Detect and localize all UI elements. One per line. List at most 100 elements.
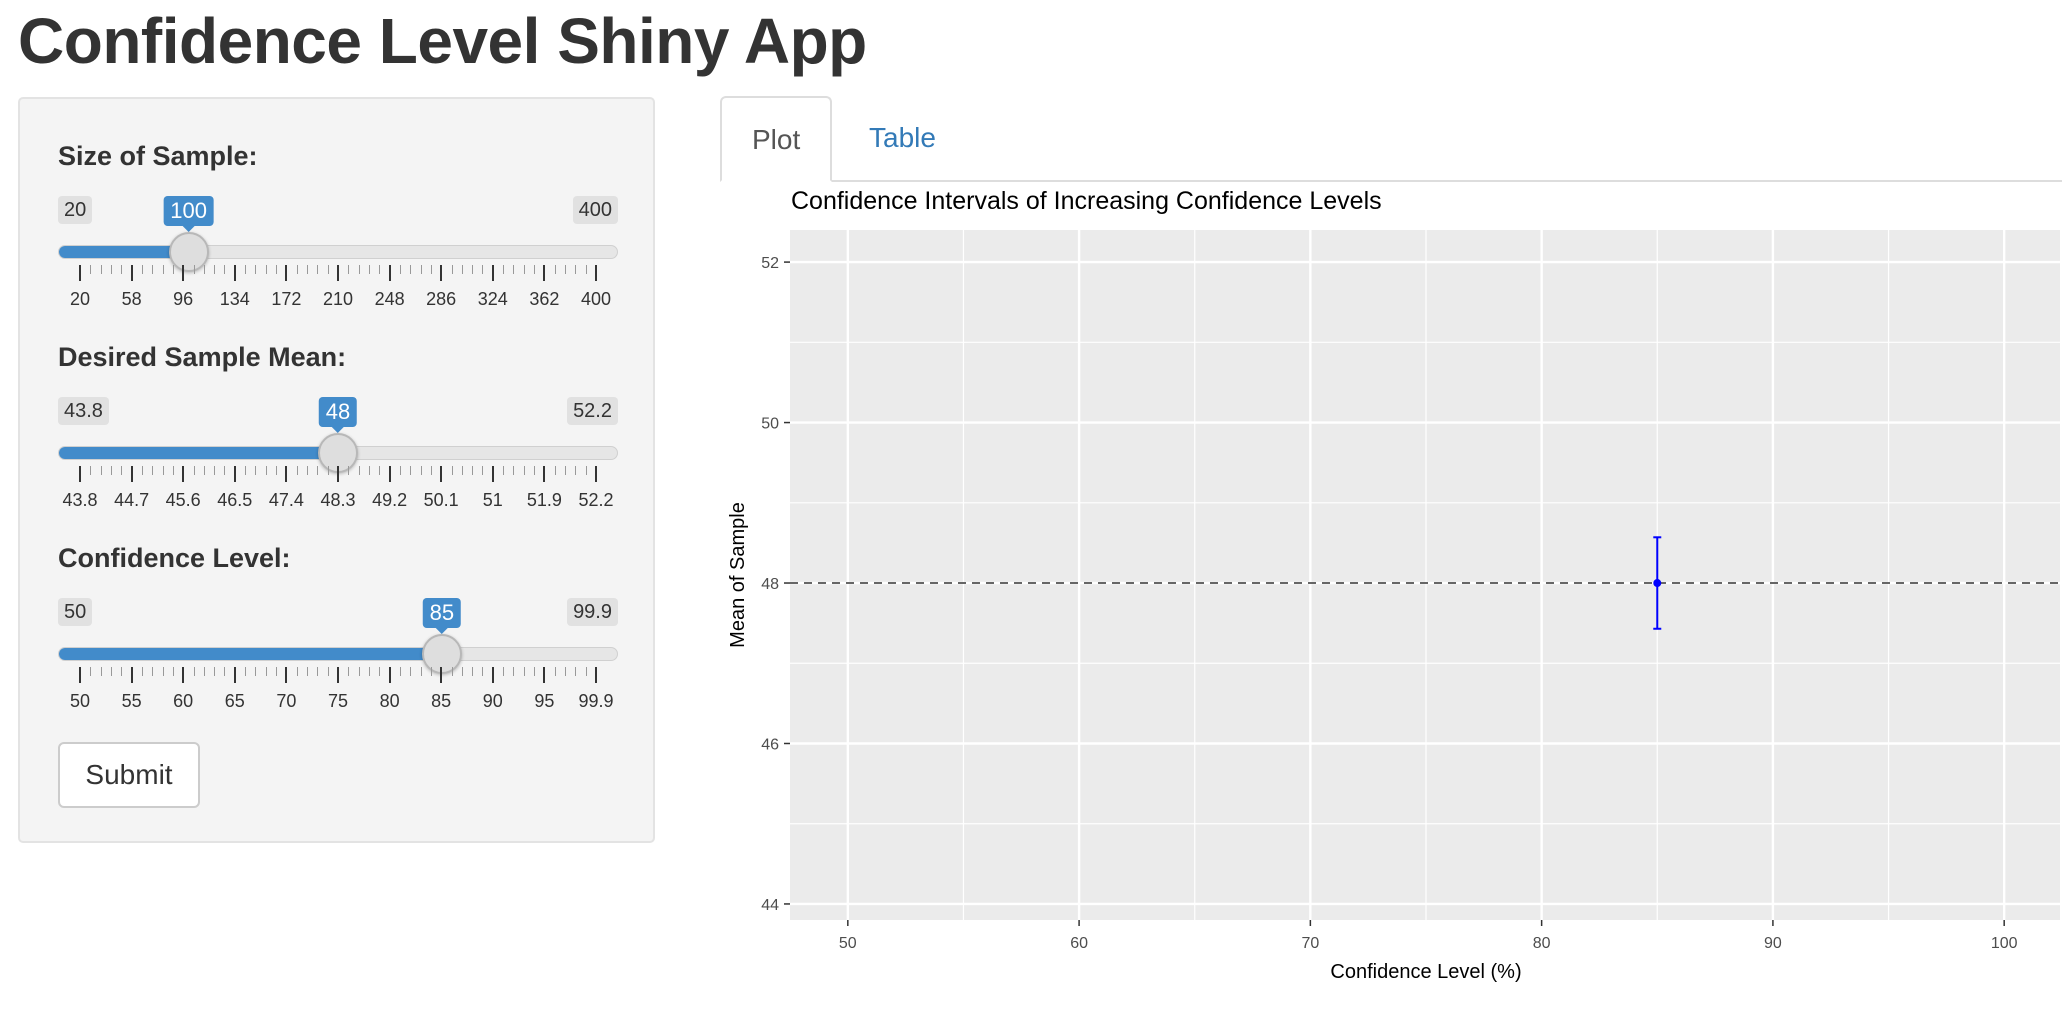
sample-size-slider[interactable]: Size of Sample: 20 400 100 20 58 96 134 172 210 2… [58,141,618,331]
slider-tick [285,466,288,482]
slider-fill [59,246,190,258]
tab-plot[interactable]: Plot [720,96,833,182]
slider-minor-tick [461,667,463,676]
sample-mean-slider[interactable]: Desired Sample Mean: 43.8 52.2 48 43.8 44.7 4… [58,342,618,532]
slider-minor-tick [110,265,112,274]
slider-tick-label: 52.2 [578,490,614,510]
slider-minor-tick [420,667,422,676]
slider-tick [233,265,236,281]
slider-tick [543,466,546,482]
slider-minor-tick [368,667,370,676]
tab-table[interactable]: Table [869,122,936,153]
slider-tick [130,667,133,683]
slider-minor-tick [379,466,381,475]
slider-tick [130,265,133,281]
slider-minor-tick [214,667,216,676]
slider-minor-tick [482,265,484,274]
slider-minor-tick [276,466,278,475]
slider-minor-tick [461,265,463,274]
slider-minor-tick [379,667,381,676]
slider-minor-tick [265,466,267,475]
slider-minor-tick [265,265,267,274]
slider-fill [59,447,339,459]
slider-tick [543,667,546,683]
slider-minor-tick [121,466,123,475]
y-tick-label: 50 [761,416,779,433]
slider-tick [388,466,391,482]
slider-value-badge: 85 [422,598,462,634]
slider-tick-label: 55 [121,691,142,711]
slider-minor-tick [410,466,412,475]
slider-tick [388,265,391,281]
slider-minor-tick [193,667,195,676]
slider-tick-label: 134 [219,289,250,309]
slider-minor-tick [141,265,143,274]
submit-button[interactable]: Submit [58,742,200,808]
slider-tick-label: 362 [529,289,560,309]
slider-tick [182,667,185,683]
slider-minor-tick [141,466,143,475]
slider-tick-label: 96 [173,289,194,309]
slider-minor-tick [245,466,247,475]
slider-minor-tick [348,265,350,274]
slider-minor-tick [358,667,360,676]
slider-tick [491,265,494,281]
slider-tick-label: 58 [121,289,142,309]
slider-tick [595,466,597,482]
confidence-interval-plot: 50 60 70 80 90 100 44 46 48 50 52 Confidence Interv… [727,187,2060,982]
slider-minor-tick [100,466,102,475]
x-tick-label: 70 [1301,935,1319,952]
slider-tick [337,466,339,482]
confidence-level-slider[interactable]: Confidence Level: 50 99.9 85 50 55 60 65 70 75 80… [58,543,618,733]
slider-minor-tick [451,667,453,676]
slider-minor-tick [358,265,360,274]
slider-minor-tick [420,466,422,475]
slider-minor-tick [399,667,401,676]
slider-track[interactable] [58,245,618,259]
slider-tick-label: 45.6 [165,490,201,510]
slider-tick-label: 46.5 [217,490,253,510]
slider-minor-tick [172,265,174,274]
slider-minor-tick [585,667,587,676]
slider-minor-tick [317,265,319,274]
slider-ticks: 50 55 60 65 70 75 80 85 90 95 99.9 [58,667,618,727]
slider-tick-label: 286 [426,289,457,309]
tab-bar: Plot Table [720,96,2062,182]
slider-minor-tick [203,265,205,274]
slider-minor-tick [575,265,577,274]
slider-min-label: 50 [58,598,93,626]
slider-minor-tick [214,265,216,274]
slider-tick-label: 172 [271,289,302,309]
slider-minor-tick [296,667,298,676]
slider-handle[interactable] [168,232,209,272]
slider-tick-label: 43.8 [62,490,98,510]
slider-tick [233,466,236,482]
slider-tick-label: 44.7 [114,490,150,510]
slider-tick [543,265,546,281]
slider-minor-tick [100,265,102,274]
slider-max-label: 400 [572,196,618,224]
slider-minor-tick [482,667,484,676]
slider-minor-tick [307,265,309,274]
slider-minor-tick [513,265,515,274]
slider-tick-label: 90 [482,691,503,711]
slider-minor-tick [327,466,329,475]
slider-minor-tick [307,667,309,676]
slider-minor-tick [451,265,453,274]
slider-minor-tick [399,466,401,475]
slider-minor-tick [327,265,329,274]
slider-minor-tick [203,667,205,676]
slider-tick [440,466,443,482]
slider-tick [285,265,288,281]
slider-minor-tick [276,265,278,274]
slider-minor-tick [554,265,556,274]
slider-minor-tick [276,667,278,676]
slider-min-label: 20 [58,196,93,224]
slider-minor-tick [296,466,298,475]
chart-title: Confidence Intervals of Increasing Confi… [791,187,1382,215]
slider-track[interactable] [58,647,618,661]
slider-minor-tick [565,667,567,676]
slider-minor-tick [513,466,515,475]
slider-minor-tick [90,265,92,274]
y-tick-label: 52 [761,255,779,272]
